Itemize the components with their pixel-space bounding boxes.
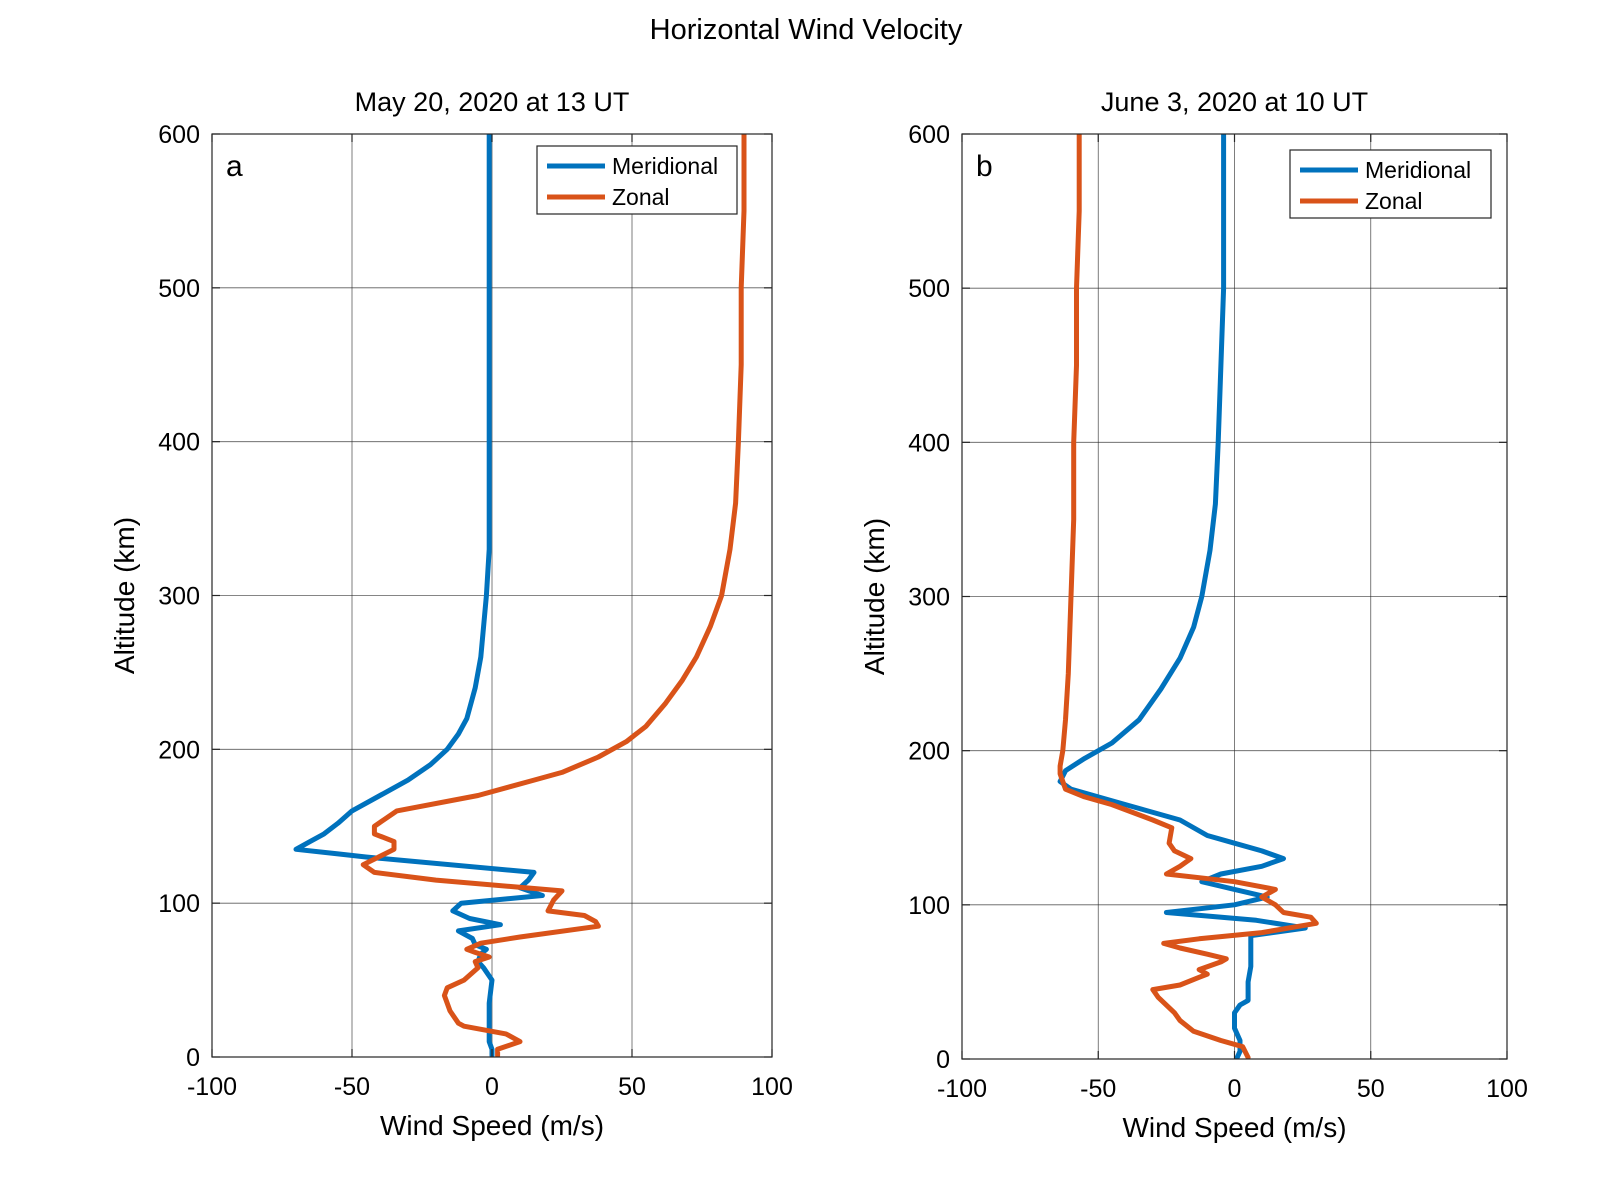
x-tick-label: -50 <box>1080 1075 1116 1103</box>
y-tick-label: 500 <box>158 275 200 303</box>
series-line-zonal <box>360 134 747 1057</box>
legend-label-zonal: Zonal <box>1365 188 1423 214</box>
x-tick-label: -100 <box>187 1073 237 1101</box>
y-tick-label: 500 <box>908 275 950 303</box>
x-axis-label: Wind Speed (m/s) <box>1122 1112 1346 1143</box>
y-tick-label: 0 <box>186 1044 200 1072</box>
y-tick-label: 200 <box>908 738 950 766</box>
x-tick-label: 50 <box>618 1073 646 1101</box>
x-tick-label: -50 <box>334 1073 370 1101</box>
y-tick-label: 600 <box>158 121 200 149</box>
x-axis-label: Wind Speed (m/s) <box>380 1110 604 1141</box>
y-tick-label: 400 <box>158 429 200 457</box>
y-tick-label: 100 <box>158 890 200 918</box>
y-tick-label: 600 <box>908 121 950 149</box>
chart-title: June 3, 2020 at 10 UT <box>1101 87 1368 117</box>
y-axis-label: Altitude (km) <box>109 517 140 674</box>
panel-label: a <box>226 150 243 183</box>
legend-label-meridional: Meridional <box>1365 157 1471 183</box>
legend-box <box>536 145 738 215</box>
x-tick-label: 50 <box>1357 1075 1385 1103</box>
figure-title: Horizontal Wind Velocity <box>649 14 963 46</box>
series-line-zonal <box>1057 134 1319 1059</box>
series-line-meridional <box>1057 134 1308 1059</box>
x-tick-label: 100 <box>1486 1075 1528 1103</box>
x-tick-label: 0 <box>485 1073 499 1101</box>
chart-title: May 20, 2020 at 13 UT <box>355 87 630 117</box>
x-tick-label: 100 <box>751 1073 793 1101</box>
legend-label-zonal: Zonal <box>612 184 670 210</box>
y-tick-label: 400 <box>908 429 950 457</box>
y-tick-label: 300 <box>908 584 950 612</box>
legend-label-meridional: Meridional <box>612 153 718 179</box>
y-tick-label: 0 <box>936 1046 950 1074</box>
panel-label: b <box>976 150 993 183</box>
legend-box <box>1289 149 1492 219</box>
x-tick-label: -100 <box>937 1075 987 1103</box>
y-tick-label: 300 <box>158 583 200 611</box>
y-tick-label: 200 <box>158 736 200 764</box>
y-tick-label: 100 <box>908 892 950 920</box>
x-tick-label: 0 <box>1228 1075 1242 1103</box>
y-axis-label: Altitude (km) <box>859 518 890 675</box>
